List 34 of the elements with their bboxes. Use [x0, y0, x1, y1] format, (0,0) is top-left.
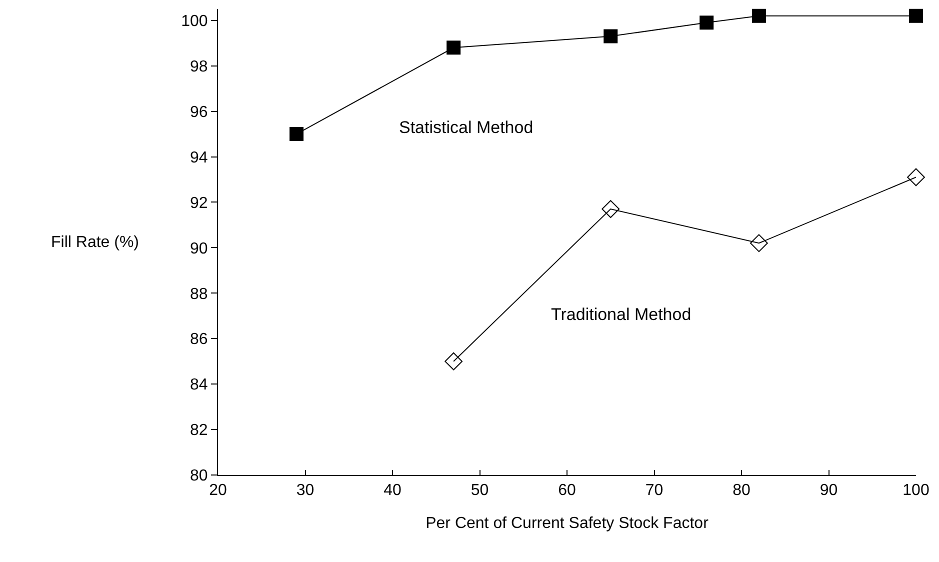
point: [750, 234, 768, 252]
x-axis-title: Per Cent of Current Safety Stock Factor: [426, 514, 710, 532]
y-tick-label: 88: [190, 286, 208, 303]
x-tick-label: 90: [820, 482, 838, 500]
x-tick-label: 50: [470, 482, 489, 500]
x-tick-label: 100: [902, 482, 930, 500]
point: [752, 8, 766, 23]
y-tick-label: 82: [190, 422, 208, 440]
y-tick-label: 84: [190, 376, 208, 394]
text: Statistical Method: [399, 118, 534, 137]
point: [700, 16, 714, 30]
point: [909, 8, 923, 23]
point: [444, 352, 463, 370]
x-tick-label: 80: [732, 482, 750, 500]
y-tick-label: 96: [190, 104, 208, 121]
y-tick-label: 92: [190, 194, 208, 212]
series-label: Traditional Method: [551, 305, 692, 324]
y-tick-label: 90: [190, 240, 208, 258]
y-tick-label: 80: [190, 468, 208, 485]
x-tick-label: 20: [209, 482, 227, 500]
y-tick-label: 98: [190, 58, 208, 76]
x-tick-label: 70: [645, 482, 664, 500]
y-tick-label: 100: [181, 12, 208, 30]
x-tick-label: 40: [384, 482, 402, 500]
point: [446, 40, 461, 55]
y-tick-label: 86: [190, 331, 208, 348]
y-tick-label: 94: [190, 149, 208, 166]
point: [602, 200, 620, 218]
point: [290, 127, 304, 142]
x-tick-label: 60: [558, 482, 576, 500]
y-axis-title: Fill Rate (%): [51, 234, 140, 251]
point: [604, 29, 618, 44]
x-tick-label: 30: [296, 482, 314, 500]
point: [907, 168, 925, 186]
